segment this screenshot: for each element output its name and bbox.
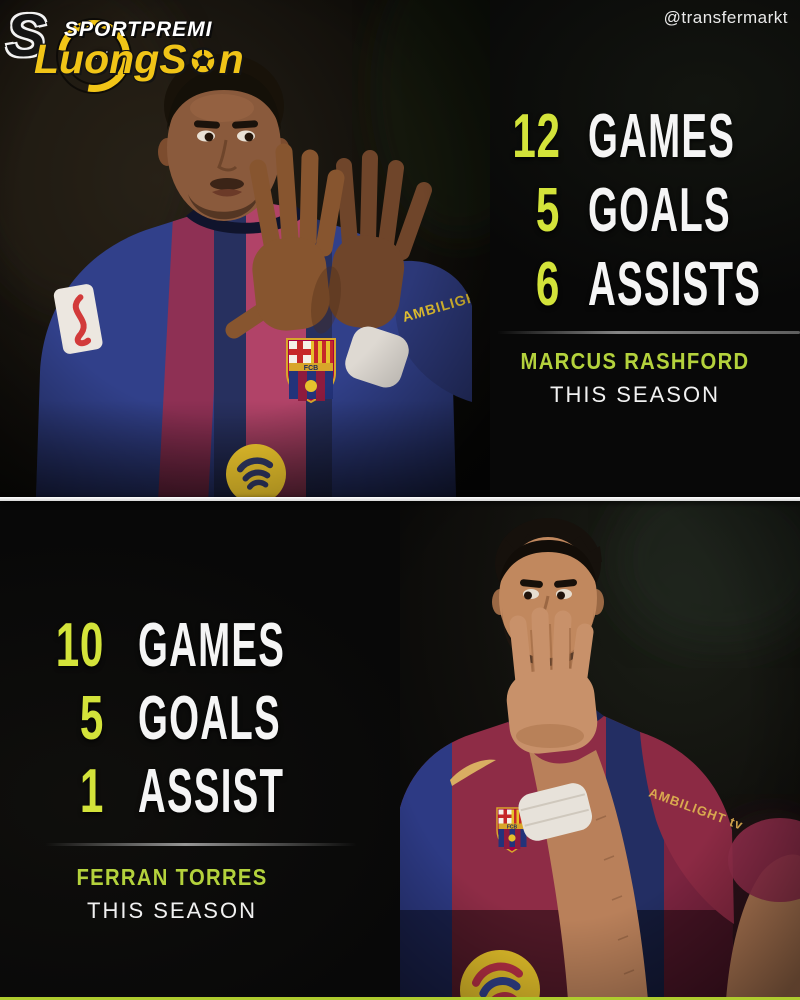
player-name: FERRAN TORRES (76, 864, 268, 890)
logo-brand-main-left: LuongS (34, 36, 187, 82)
stat-label: GOALS (138, 684, 281, 753)
stat-label: GAMES (588, 102, 736, 171)
stat-row-goals: 5 GOALS (490, 170, 800, 244)
name-divider (497, 331, 800, 334)
season-label: THIS SEASON (550, 382, 720, 407)
soccer-ball-icon (188, 39, 218, 85)
stat-row-games: 10 GAMES (30, 606, 375, 679)
stat-value: 10 (55, 611, 104, 680)
stat-value: 5 (79, 684, 104, 753)
name-divider (45, 843, 357, 846)
vignette (0, 0, 490, 498)
bottom-accent-line (0, 997, 800, 1000)
rashford-name-block: MARCUS RASHFORD THIS SEASON (490, 348, 780, 408)
stat-row-assists: 6 ASSISTS (490, 244, 800, 318)
stat-label: GAMES (138, 611, 286, 680)
ferran-torres-photo: FCB AMBILIGHT tv (400, 500, 800, 1000)
logo-tv-label: .TV (90, 50, 108, 62)
stat-value: 1 (79, 757, 104, 826)
stat-value: 12 (512, 102, 561, 171)
vignette (400, 500, 800, 1000)
stat-label: GOALS (588, 176, 731, 245)
logo-brand-main-right: n (218, 36, 244, 82)
logo-brand-main: LuongS n (34, 36, 244, 85)
sportpremi-luongson-logo: S .TV SPORTPREMI LuongS n (6, 2, 276, 107)
section-divider (0, 497, 800, 501)
stat-row-goals: 5 GOALS (30, 679, 375, 752)
stat-label: ASSISTS (588, 250, 762, 319)
stat-label: ASSIST (138, 757, 285, 826)
season-label: THIS SEASON (87, 898, 257, 923)
rashford-stats: 12 GAMES 5 GOALS 6 ASSISTS (490, 96, 800, 318)
stat-row-games: 12 GAMES (490, 96, 800, 170)
stat-value: 5 (535, 176, 560, 245)
player-name: MARCUS RASHFORD (520, 348, 750, 374)
logo-brand-top: SPORTPREMI (64, 18, 213, 41)
stat-value: 6 (535, 250, 560, 319)
torres-name-block: FERRAN TORRES THIS SEASON (28, 864, 316, 924)
stat-row-assists: 1 ASSIST (30, 752, 375, 825)
logo-s-monogram: S (6, 2, 47, 69)
marcus-rashford-photo: FCB AMBILIGHT (0, 0, 490, 498)
torres-stats: 10 GAMES 5 GOALS 1 ASSIST (30, 606, 375, 825)
watermark: @transfermarkt (663, 8, 788, 27)
